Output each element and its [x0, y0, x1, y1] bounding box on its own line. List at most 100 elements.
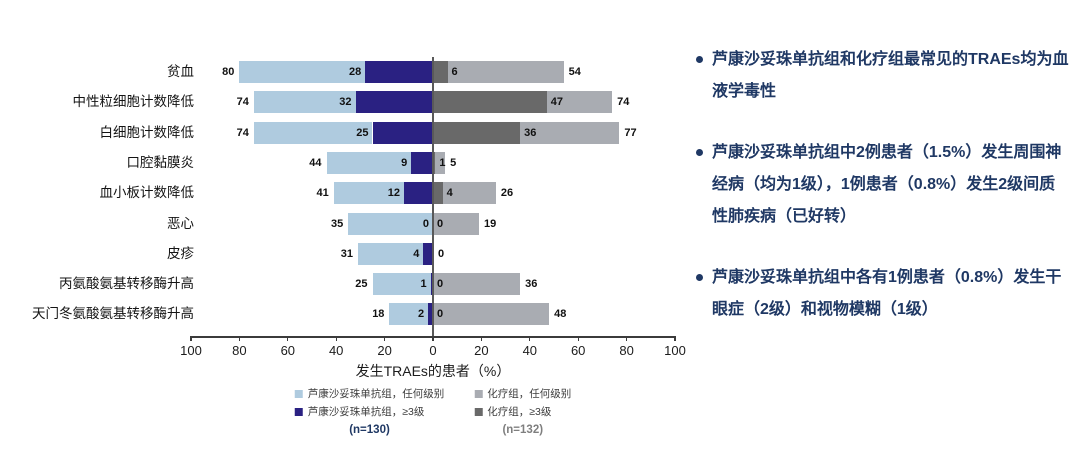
value-label-chemo-any: 5 — [450, 156, 457, 169]
value-label-luka-any: 80 — [222, 66, 235, 78]
value-label-luka-any: 41 — [316, 187, 329, 200]
value-label-luka-grade3: 1 — [420, 278, 427, 291]
legend-item-chemo-any: 化疗组，任何级别 — [474, 386, 571, 401]
value-label-chemo-any: 26 — [500, 187, 514, 200]
axis-tick — [383, 336, 386, 341]
value-label-luka-any: 31 — [340, 247, 353, 260]
axis-tick — [287, 336, 289, 341]
legend-swatch-light-blue — [294, 389, 303, 398]
legend-label: 化疗组，任何级别 — [487, 388, 572, 400]
legend-item-luka-any: 芦康沙妥珠单抗组，任何级别 — [294, 386, 445, 401]
x-axis-title: 发生TRAEs的患者（%） — [355, 363, 511, 379]
bar-chemo-any — [447, 61, 564, 83]
value-label-luka-grade3: 28 — [348, 66, 362, 78]
category-label: 丙氨酸氨基转移酶升高 — [59, 276, 194, 292]
bar-chemo-grade3 — [433, 182, 443, 205]
bar-luka-grade3 — [372, 121, 433, 144]
value-label-chemo-any: 36 — [525, 278, 538, 291]
category-label: 皮疹 — [167, 245, 194, 261]
bullet-item: 芦康沙妥珠单抗组中各有1例患者（0.8%）发生干眼症（2级）和视物模糊（1级） — [696, 262, 1070, 326]
legend-label: 芦康沙妥珠单抗组，任何级别 — [307, 388, 445, 400]
axis-tick-label: 80 — [232, 343, 247, 358]
category-label: 恶心 — [167, 215, 194, 231]
legend-label: 化疗组，≥3级 — [487, 406, 552, 418]
bar-luka-any — [239, 61, 366, 83]
axis-tick-label: 20 — [377, 343, 392, 358]
axis-tick — [529, 336, 531, 341]
legend-swatch-dark-gray — [474, 407, 483, 416]
legend-swatch-light-gray — [474, 389, 483, 398]
axis-tick — [577, 336, 579, 341]
category-label: 天门冬氨酸氨基转移酶升高 — [32, 306, 194, 322]
value-label-chemo-grade3: 1 — [439, 156, 446, 169]
value-label-luka-grade3: 25 — [356, 126, 369, 139]
bar-chemo-grade3 — [433, 61, 448, 83]
legend-item-luka-ge3: 芦康沙妥珠单抗组，≥3级 — [294, 404, 445, 419]
bullet-text: 芦康沙妥珠单抗组和化疗组最常见的TRAEs均为血液学毒性 — [712, 51, 1069, 100]
axis-tick-label: 60 — [570, 343, 586, 358]
value-label-chemo-grade3: 0 — [437, 217, 444, 230]
legend-swatch-dark-blue — [294, 407, 303, 416]
value-label-chemo-grade3: 4 — [446, 187, 453, 200]
value-label-luka-grade3: 4 — [413, 247, 420, 260]
value-label-chemo-grade3: 6 — [451, 66, 458, 78]
bar-luka-any — [348, 212, 433, 235]
axis-tick-label: 40 — [522, 343, 538, 358]
bar-chemo-any — [433, 273, 521, 296]
value-label-luka-any: 44 — [309, 156, 322, 169]
bar-chemo-any — [442, 182, 496, 205]
value-label-luka-any: 25 — [355, 278, 368, 291]
bar-luka-grade3 — [355, 91, 433, 114]
axis-tick-label: 0 — [429, 343, 437, 358]
value-label-luka-grade3: 32 — [339, 96, 352, 109]
bar-luka-grade3 — [411, 151, 433, 174]
sample-size-luka: (n=130) — [349, 424, 390, 436]
bar-chemo-any — [433, 212, 479, 235]
value-label-chemo-grade3: 0 — [437, 278, 444, 291]
bar-chemo-any — [433, 303, 550, 326]
axis-tick-label: 100 — [180, 343, 202, 358]
bullet-icon — [696, 274, 703, 281]
value-label-chemo-any: 74 — [617, 96, 630, 109]
category-label: 中性粒细胞计数降低 — [72, 94, 195, 110]
value-label-chemo-any: 48 — [554, 308, 567, 321]
zero-line — [432, 57, 434, 337]
value-label-luka-any: 74 — [236, 96, 249, 109]
bullet-icon — [696, 56, 703, 63]
sample-size-chemo: (n=132) — [502, 424, 544, 436]
bar-luka-grade3 — [365, 61, 433, 83]
bar-luka-grade3 — [423, 242, 433, 265]
chart-legend: 芦康沙妥珠单抗组，任何级别 芦康沙妥珠单抗组，≥3级 (n=130) 化疗组，任… — [294, 386, 571, 436]
bullet-item: 芦康沙妥珠单抗组和化疗组最常见的TRAEs均为血液学毒性 — [696, 44, 1070, 108]
bar-luka-any — [253, 91, 356, 114]
value-label-luka-grade3: 0 — [422, 217, 429, 230]
legend-item-chemo-ge3: 化疗组，≥3级 — [474, 404, 571, 419]
bar-luka-any — [333, 182, 404, 205]
value-label-chemo-any: 77 — [624, 126, 637, 139]
bullet-icon — [696, 149, 703, 156]
bar-luka-any — [389, 303, 429, 326]
bar-chemo-any — [520, 121, 620, 144]
category-label: 贫血 — [167, 64, 194, 79]
value-label-chemo-any: 54 — [568, 66, 581, 78]
bar-luka-any — [253, 121, 373, 144]
category-label: 口腔黏膜炎 — [126, 154, 195, 170]
axis-tick-label: 100 — [664, 343, 686, 358]
axis-tick — [335, 336, 337, 341]
bar-luka-grade3 — [428, 303, 433, 326]
bar-luka-grade3 — [403, 182, 433, 205]
axis-tick — [432, 336, 434, 341]
value-label-luka-grade3: 12 — [387, 187, 400, 200]
value-label-luka-any: 35 — [331, 217, 344, 230]
axis-tick — [238, 336, 241, 341]
legend-col-lukansha: 芦康沙妥珠单抗组，任何级别 芦康沙妥珠单抗组，≥3级 (n=130) — [294, 386, 445, 436]
value-label-chemo-grade3: 0 — [437, 308, 444, 321]
bar-luka-grade3 — [430, 273, 433, 296]
bar-luka-any — [326, 151, 412, 174]
category-label: 白细胞计数降低 — [99, 124, 195, 140]
bar-chemo-grade3 — [433, 121, 521, 144]
value-label-chemo-any: 0 — [438, 247, 445, 260]
legend-col-chemo: 化疗组，任何级别 化疗组，≥3级 (n=132) — [474, 386, 571, 436]
bar-luka-any — [357, 242, 424, 265]
